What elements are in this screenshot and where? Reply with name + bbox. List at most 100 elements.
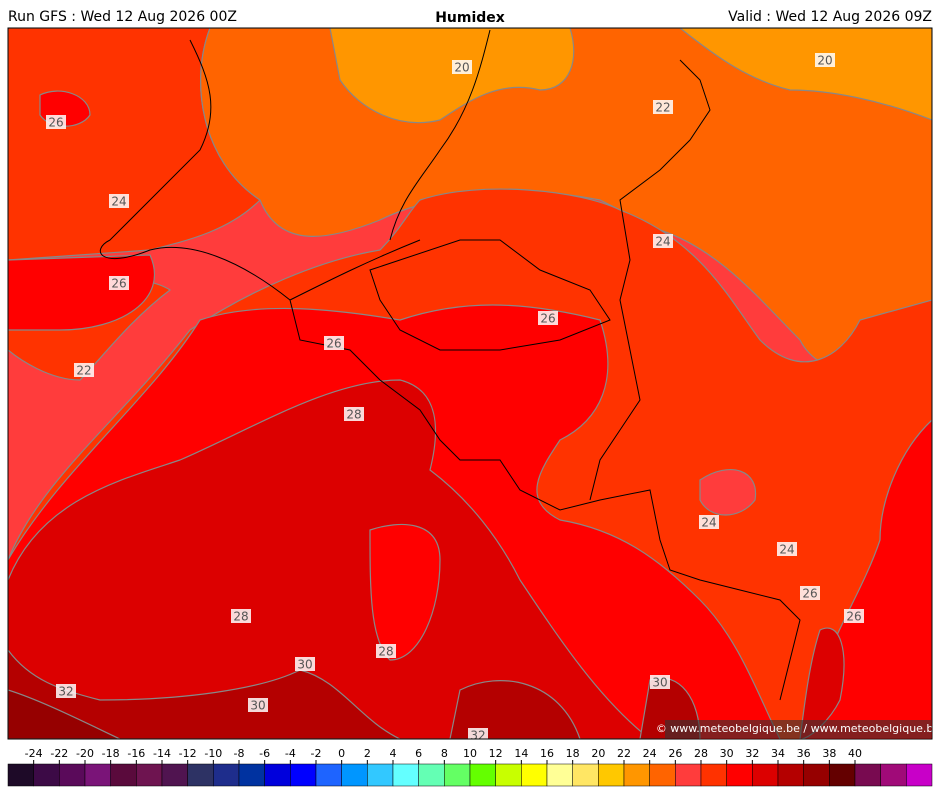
colorbar-swatch xyxy=(110,763,137,787)
colorbar-swatch xyxy=(495,763,522,787)
colorbar-tick-label: 26 xyxy=(668,747,682,760)
colorbar-tick-label: 2 xyxy=(364,747,371,760)
contour-label-box xyxy=(844,609,864,623)
colorbar-swatch xyxy=(598,763,625,787)
contour-label-box xyxy=(324,336,344,350)
colorbar-swatch xyxy=(752,763,779,787)
colorbar-swatch xyxy=(264,763,291,787)
colorbar-tick-label: -24 xyxy=(25,747,43,760)
colorbar-tick-label: -4 xyxy=(285,747,296,760)
colorbar-tick-label: -12 xyxy=(179,747,197,760)
colorbar-tick-label: 30 xyxy=(720,747,734,760)
colorbar-tick-label: 18 xyxy=(566,747,580,760)
colorbar-swatch xyxy=(290,763,317,787)
contour-label-box xyxy=(344,407,364,421)
colorbar-tick-label: 34 xyxy=(771,747,785,760)
colorbar-tick-label: 0 xyxy=(338,747,345,760)
colorbar-swatch xyxy=(238,763,265,787)
colorbar-tick-label: -18 xyxy=(102,747,120,760)
contour-label: 26 xyxy=(111,277,126,291)
colorbar-swatch xyxy=(623,763,650,787)
colorbar-swatch xyxy=(521,763,548,787)
contour-label-box xyxy=(248,698,268,712)
contour-label: 24 xyxy=(111,195,126,209)
colorbar-swatch xyxy=(803,763,830,787)
colorbar-tick-label: -20 xyxy=(76,747,94,760)
colorbar-tick-label: 8 xyxy=(441,747,448,760)
contour-label-box xyxy=(109,276,129,290)
contour-label-box xyxy=(46,115,66,129)
contour-label: 24 xyxy=(701,516,716,530)
colorbar-swatch xyxy=(649,763,676,787)
contour-label: 26 xyxy=(326,337,341,351)
colorbar-tick-label: 20 xyxy=(591,747,605,760)
colorbar-tick-label: -14 xyxy=(153,747,171,760)
contour-labels: 20 20 22 26 24 24 26 26 26 22 28 24 24 26 26 28 28 30 30 32… xyxy=(46,53,864,743)
contour-label-box xyxy=(800,586,820,600)
colorbar-swatch xyxy=(854,763,881,787)
colorbar-swatch xyxy=(136,763,163,787)
colorbar-tick-label: 40 xyxy=(848,747,862,760)
copyright-box xyxy=(665,720,931,738)
colorbar-swatch xyxy=(700,763,727,787)
colorbar-tick-label: -16 xyxy=(127,747,145,760)
colorbar-swatch xyxy=(469,763,496,787)
contour-label-box xyxy=(653,100,673,114)
colorbar-swatch xyxy=(546,763,573,787)
colorbar-tick-label: 28 xyxy=(694,747,708,760)
map-frame xyxy=(7,27,933,740)
contour-label-box xyxy=(109,194,129,208)
contour-label: 24 xyxy=(655,235,670,249)
contour-label-box xyxy=(376,644,396,658)
contour-label: 20 xyxy=(817,54,832,68)
colorbar: -24 -22 -20 -18 -16 -14 -12 -10 -8 -6 -4 -2 0 2 4 6 8 10 1… xyxy=(7,747,933,787)
colorbar-tick-label: 36 xyxy=(797,747,811,760)
colorbar-tick-label: 6 xyxy=(415,747,422,760)
contour-label: 24 xyxy=(779,543,794,557)
colorbar-swatch xyxy=(187,763,214,787)
colorbar-tick-label: 12 xyxy=(489,747,503,760)
colorbar-swatch xyxy=(444,763,471,787)
colorbar-swatch xyxy=(906,763,933,787)
contour-label-box xyxy=(56,684,76,698)
colorbar-tick-label: 16 xyxy=(540,747,554,760)
coastlines-borders xyxy=(99,29,801,701)
contour-label-box xyxy=(815,53,835,67)
colorbar-swatch xyxy=(726,763,753,787)
valid-label: Valid : Wed 12 Aug 2026 09Z xyxy=(728,9,932,25)
contour-label: 22 xyxy=(76,364,91,378)
map-title: Humidex xyxy=(435,10,505,26)
colorbar-swatch xyxy=(880,763,907,787)
colorbar-swatch xyxy=(675,763,702,787)
colorbar-swatch xyxy=(418,763,445,787)
colorbar-swatch xyxy=(367,763,394,787)
colorbar-tick-label: 10 xyxy=(463,747,477,760)
colorbar-tick-label: 22 xyxy=(617,747,631,760)
colorbar-tick-label: -8 xyxy=(234,747,245,760)
contour-label: 32 xyxy=(470,729,485,743)
colorbar-swatch xyxy=(59,763,86,787)
colorbar-tick-label: 14 xyxy=(514,747,528,760)
colorbar-swatch xyxy=(572,763,599,787)
contour-label: 26 xyxy=(802,587,817,601)
contour-label: 30 xyxy=(250,699,265,713)
contour-label: 30 xyxy=(297,658,312,672)
contour-label-box xyxy=(452,60,472,74)
contour-label-box xyxy=(650,675,670,689)
contour-label-box xyxy=(74,363,94,377)
contour-label: 28 xyxy=(378,645,393,659)
contour-label: 28 xyxy=(346,408,361,422)
colorbar-tick-label: -22 xyxy=(50,747,68,760)
map-fields xyxy=(8,28,932,739)
contour-label: 30 xyxy=(652,676,667,690)
contour-label-box xyxy=(295,657,315,671)
colorbar-tick-label: 24 xyxy=(643,747,657,760)
run-label: Run GFS : Wed 12 Aug 2026 00Z xyxy=(8,9,237,25)
contour-label-box xyxy=(699,515,719,529)
colorbar-tick-label: -2 xyxy=(311,747,322,760)
contour-label-box xyxy=(231,609,251,623)
colorbar-tick-label: -10 xyxy=(204,747,222,760)
colorbar-swatch xyxy=(84,763,111,787)
